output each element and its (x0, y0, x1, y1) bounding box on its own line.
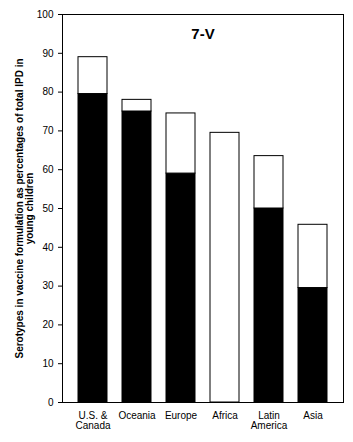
svg-text:7-V: 7-V (191, 25, 214, 42)
svg-text:0: 0 (48, 397, 54, 408)
svg-text:30: 30 (42, 280, 54, 291)
svg-text:Africa: Africa (212, 410, 238, 421)
svg-text:60: 60 (42, 164, 54, 175)
svg-text:80: 80 (42, 86, 54, 97)
svg-text:100: 100 (37, 9, 54, 20)
svg-text:Asia: Asia (303, 410, 323, 421)
svg-text:Serotypes in vaccine formulati: Serotypes in vaccine formulation as perc… (14, 58, 35, 358)
svg-text:LatinAmerica: LatinAmerica (251, 410, 288, 431)
svg-text:40: 40 (42, 242, 54, 253)
svg-text:50: 50 (42, 203, 54, 214)
svg-text:Oceania: Oceania (118, 410, 156, 421)
svg-text:Europe: Europe (165, 410, 198, 421)
svg-text:90: 90 (42, 48, 54, 59)
svg-text:U.S. &Canada: U.S. &Canada (75, 410, 110, 431)
svg-text:70: 70 (42, 125, 54, 136)
svg-text:20: 20 (42, 319, 54, 330)
svg-text:10: 10 (42, 358, 54, 369)
